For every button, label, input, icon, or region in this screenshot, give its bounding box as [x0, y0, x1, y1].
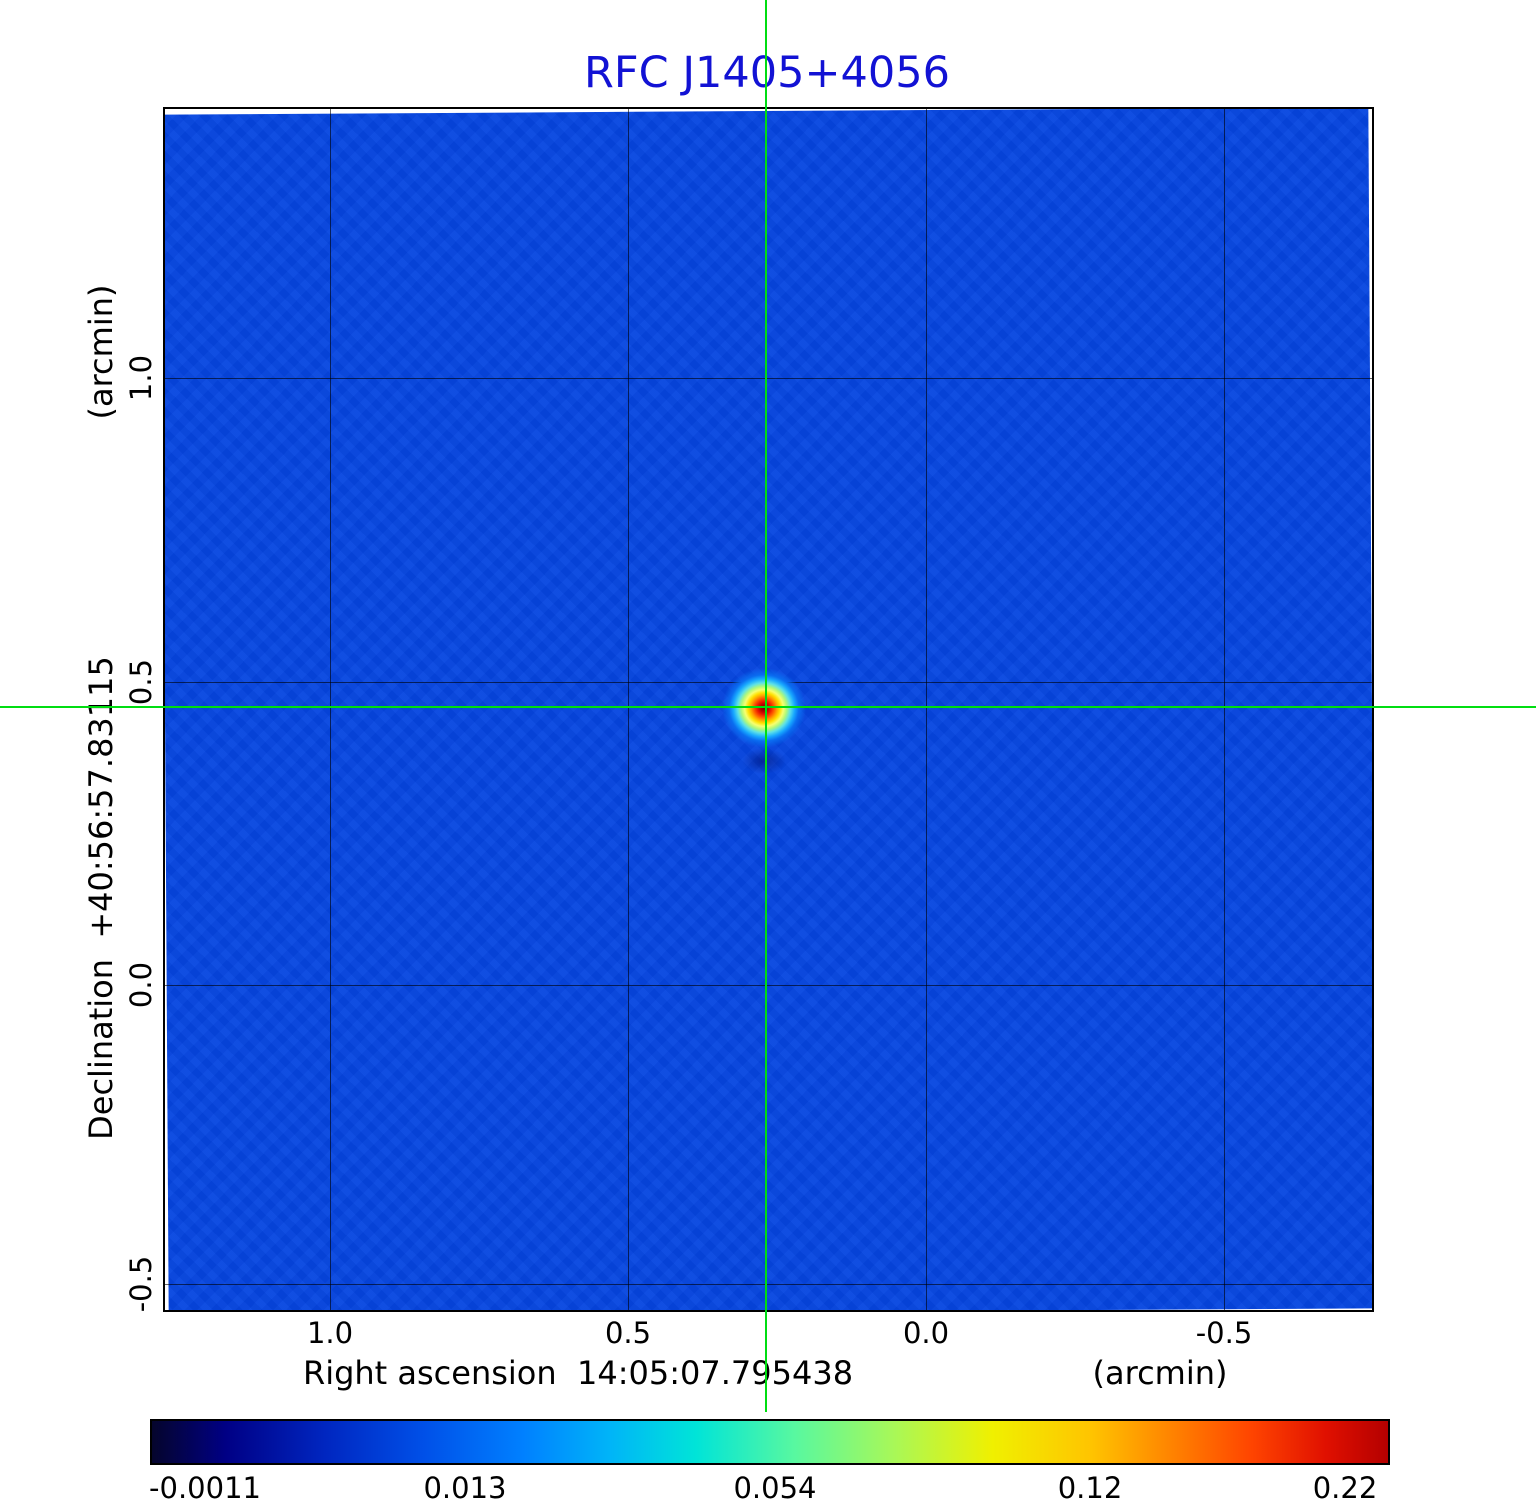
x-axis-label: Right ascension 14:05:07.795438 — [302, 1354, 854, 1392]
y-tick-label: 1.0 — [124, 354, 158, 402]
y-axis-unit-label: (arcmin) — [82, 284, 120, 420]
colorbar — [150, 1419, 1390, 1465]
colorbar-tick-label: 0.22 — [1312, 1471, 1378, 1505]
grid-line-vertical — [926, 109, 927, 1310]
negative-sidelobe-patch — [742, 748, 786, 774]
y-tick-label: -0.5 — [124, 1255, 158, 1313]
y-tick-label: 0.5 — [124, 658, 158, 706]
colorbar-tick-label: -0.0011 — [149, 1471, 261, 1505]
grid-line-horizontal — [165, 985, 1372, 986]
colorbar-tick-label: 0.054 — [733, 1471, 817, 1505]
x-tick-label: 0.5 — [604, 1316, 652, 1350]
sky-map-plot-area[interactable] — [163, 107, 1374, 1312]
crosshair-horizontal-line — [0, 706, 1536, 708]
grid-line-horizontal — [165, 378, 1372, 379]
x-tick-label: 1.0 — [306, 1316, 354, 1350]
x-tick-label: -0.5 — [1195, 1316, 1253, 1350]
colorbar-tick-label: 0.013 — [423, 1471, 507, 1505]
grid-line-vertical — [330, 109, 331, 1310]
x-axis-unit-label: (arcmin) — [1092, 1354, 1228, 1392]
plot-title: RFC J1405+4056 — [584, 48, 950, 98]
y-axis-label: Declination +40:56:57.83115 — [82, 656, 120, 1140]
x-tick-label: 0.0 — [902, 1316, 950, 1350]
grid-line-vertical — [1224, 109, 1225, 1310]
grid-line-horizontal — [165, 1284, 1372, 1285]
grid-line-vertical — [628, 109, 629, 1310]
radio-source-peak — [722, 668, 806, 748]
colorbar-tick-label: 0.12 — [1057, 1471, 1123, 1505]
y-tick-label: 0.0 — [124, 961, 158, 1009]
